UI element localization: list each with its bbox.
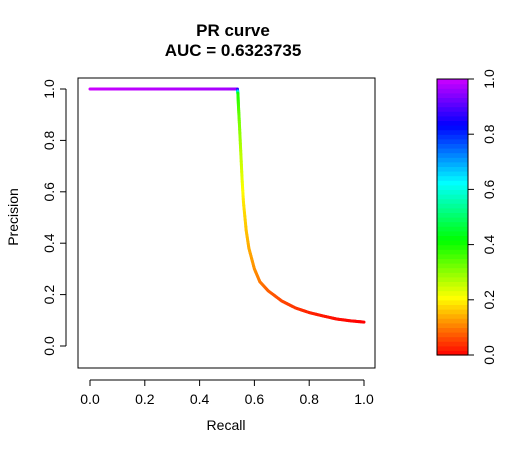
- color-scale-band: [437, 203, 468, 209]
- color-scale-band: [437, 272, 468, 278]
- color-scale-band: [437, 129, 468, 135]
- y-tick-label: 0.8: [41, 130, 57, 150]
- color-scale-band: [437, 249, 468, 255]
- color-scale-band: [437, 212, 468, 218]
- color-scale-band: [437, 230, 468, 236]
- y-tick-label: 0.4: [41, 233, 57, 253]
- color-scale-band: [437, 207, 468, 213]
- color-scale-band: [437, 115, 468, 121]
- color-scale-band: [437, 267, 468, 273]
- y-tick-label: 1.0: [41, 79, 57, 99]
- color-scale-band: [437, 263, 468, 269]
- chart-title: PR curve: [196, 21, 270, 40]
- color-scale-tick-label: 0.2: [481, 290, 497, 310]
- color-scale-band: [437, 92, 468, 98]
- y-axis: 0.0 0.2 0.4 0.6 0.8 1.0: [41, 79, 67, 356]
- y-axis-label: Precision: [5, 188, 21, 246]
- color-scale-band: [437, 221, 468, 227]
- color-scale-band: [437, 171, 468, 177]
- x-tick-label: 0.8: [299, 391, 319, 407]
- color-scale-band: [437, 258, 468, 264]
- color-scale-band: [437, 125, 468, 131]
- color-scale-band: [437, 180, 468, 186]
- color-scale-band: [437, 304, 468, 310]
- x-tick-label: 1.0: [354, 391, 374, 407]
- y-tick-label: 0.0: [41, 336, 57, 356]
- color-scale-band: [437, 290, 468, 296]
- x-tick-label: 0.2: [135, 391, 155, 407]
- color-scale-band: [437, 175, 468, 181]
- color-scale-band: [437, 332, 468, 338]
- color-scale-band: [437, 161, 468, 167]
- x-axis-label: Recall: [207, 417, 246, 433]
- color-scale-band: [437, 226, 468, 232]
- color-scale-band: [437, 313, 468, 319]
- color-scale-band: [437, 336, 468, 342]
- color-scale-band: [437, 309, 468, 315]
- color-scale-band: [437, 295, 468, 301]
- color-scale-band: [437, 138, 468, 144]
- color-scale-tick-label: 0.4: [481, 235, 497, 255]
- color-scale-tick-label: 1.0: [481, 69, 497, 89]
- color-scale-band: [437, 244, 468, 250]
- color-scale-band: [437, 97, 468, 103]
- color-scale-band: [437, 318, 468, 324]
- color-scale-band: [437, 184, 468, 190]
- color-scale-band: [437, 79, 468, 85]
- color-scale-band: [437, 253, 468, 259]
- plot-area-frame: [77, 77, 376, 369]
- color-scale-band: [437, 148, 468, 154]
- x-tick-label: 0.0: [80, 391, 100, 407]
- color-scale-band: [437, 286, 468, 292]
- x-tick-label: 0.6: [245, 391, 265, 407]
- color-scale-band: [437, 341, 468, 347]
- color-scale-band: [437, 189, 468, 195]
- color-scale-band: [437, 281, 468, 287]
- color-scale-band: [437, 235, 468, 241]
- color-scale-band: [437, 299, 468, 305]
- color-scale-axis: 0.0 0.2 0.4 0.6 0.8 1.0: [467, 69, 497, 365]
- pr-curve-line: [88, 87, 366, 324]
- color-scale-band: [437, 240, 468, 246]
- chart-subtitle: AUC = 0.6323735: [165, 41, 302, 60]
- x-axis: 0.0 0.2 0.4 0.6 0.8 1.0: [80, 379, 374, 407]
- color-scale-band: [437, 217, 468, 223]
- color-scale-band: [437, 152, 468, 158]
- color-scale-tick-label: 0.0: [481, 345, 497, 365]
- color-scale-band: [437, 322, 468, 328]
- color-scale-band: [437, 88, 468, 94]
- color-scale-band: [437, 143, 468, 149]
- color-scale-band: [437, 350, 468, 356]
- color-scale-band: [437, 111, 468, 117]
- color-scale-band: [437, 157, 468, 163]
- color-scale-band: [437, 194, 468, 200]
- color-scale-band: [437, 345, 468, 351]
- x-tick-label: 0.4: [190, 391, 210, 407]
- color-scale-band: [437, 102, 468, 108]
- color-scale-band: [437, 120, 468, 126]
- color-scale-tick-label: 0.8: [481, 124, 497, 144]
- color-scale-band: [437, 166, 468, 172]
- color-scale-legend: [437, 79, 468, 356]
- color-scale-tick-label: 0.6: [481, 179, 497, 199]
- color-scale-band: [437, 327, 468, 333]
- color-scale-band: [437, 276, 468, 282]
- y-tick-label: 0.6: [41, 182, 57, 202]
- color-scale-band: [437, 83, 468, 89]
- color-scale-band: [437, 106, 468, 112]
- color-scale-band: [437, 198, 468, 204]
- color-scale-band: [437, 134, 468, 140]
- y-tick-label: 0.2: [41, 285, 57, 305]
